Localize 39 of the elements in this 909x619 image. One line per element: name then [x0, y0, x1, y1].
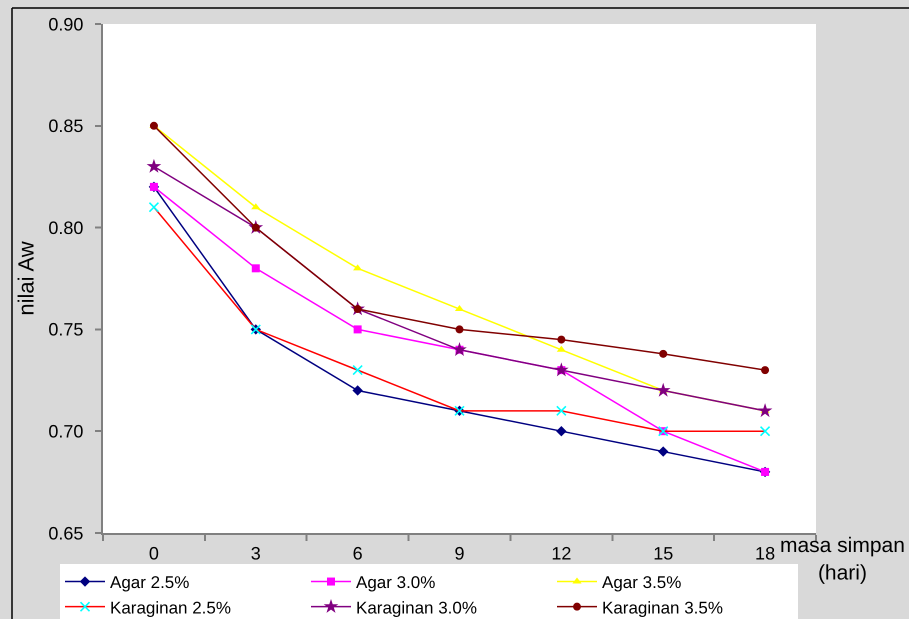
point	[352, 385, 363, 396]
point	[656, 382, 671, 397]
point	[352, 364, 363, 376]
x-tick-label: 6	[352, 544, 363, 564]
point	[354, 325, 362, 334]
point	[554, 362, 569, 376]
legend-label: Agar 3.0%	[356, 573, 436, 592]
x-axis-title: masa simpan (hari)	[780, 534, 905, 584]
x-tick-label: 12	[551, 544, 572, 564]
legend-label: Karaginan 3.5%	[602, 598, 723, 618]
point	[252, 264, 260, 272]
x-tick-label: 3	[250, 544, 261, 564]
legend-label: Karaginan 2.5%	[110, 598, 231, 618]
point	[456, 325, 464, 334]
point	[658, 446, 668, 457]
x-tick-label: 9	[454, 544, 465, 564]
x-tick-label: 15	[653, 544, 674, 564]
y-tick-label: 0.65	[48, 523, 84, 544]
point	[556, 406, 567, 416]
point	[659, 350, 668, 358]
legend-label: Karaginan 3.0%	[356, 598, 477, 618]
x-tick-label: 0	[148, 544, 159, 564]
legend-label: Agar 3.5%	[602, 573, 682, 592]
y-tick-label: 0.75	[48, 320, 84, 340]
legend-label: Agar 2.5%	[110, 573, 190, 592]
y-axis-title: nilai Aw	[14, 241, 39, 316]
y-tick-label: 0.70	[48, 422, 84, 442]
point	[557, 336, 566, 344]
point	[452, 342, 467, 356]
point	[556, 426, 567, 436]
x-tick-label: 18	[755, 544, 776, 564]
point	[760, 426, 770, 436]
point	[761, 366, 770, 374]
point	[146, 158, 162, 173]
point	[758, 403, 772, 418]
y-tick-label: 0.80	[48, 218, 84, 238]
y-tick-label: 0.90	[48, 14, 84, 34]
point	[148, 202, 160, 213]
y-tick-label: 0.85	[48, 116, 84, 136]
